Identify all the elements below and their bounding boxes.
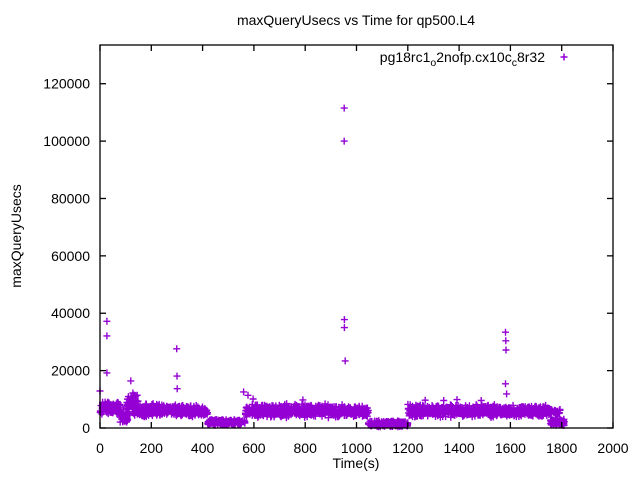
y-tick-label: 120000: [43, 76, 90, 92]
legend: pg18rc1o2nofp.cx10cc8r32: [380, 49, 568, 69]
axis-ticks-layer: 0 200 400 600 800 1000 1200 1400 1600 1800 2000020…: [43, 45, 629, 456]
y-tick-label: 40000: [51, 305, 90, 321]
x-tick-label: 600: [242, 440, 266, 456]
y-tick-label: 100000: [43, 133, 90, 149]
x-tick-label: 400: [191, 440, 215, 456]
chart-title: maxQueryUsecs vs Time for qp500.L4: [237, 12, 475, 28]
x-axis-label: Time(s): [333, 455, 380, 471]
x-tick-label: 200: [140, 440, 164, 456]
data-points-layer: [96, 104, 568, 431]
x-tick-label: 1000: [341, 440, 372, 456]
y-axis-label: maxQueryUsecs: [8, 184, 24, 287]
x-tick-label: 1200: [392, 440, 423, 456]
y-tick-label: 60000: [51, 248, 90, 264]
scatter-points-path: [96, 104, 568, 431]
y-tick-label: 80000: [51, 190, 90, 206]
y-tick-label: 20000: [51, 363, 90, 379]
legend-series-label: pg18rc1o2nofp.cx10cc8r32: [380, 49, 545, 69]
x-tick-label: 0: [96, 440, 104, 456]
legend-marker-plus-icon: [560, 53, 568, 61]
x-tick-label: 2000: [597, 440, 628, 456]
plot-border: [99, 44, 614, 429]
x-tick-label: 1800: [546, 440, 577, 456]
x-tick-label: 1400: [444, 440, 475, 456]
x-tick-label: 1600: [495, 440, 526, 456]
x-tick-label: 800: [294, 440, 318, 456]
y-tick-label: 0: [82, 420, 90, 436]
